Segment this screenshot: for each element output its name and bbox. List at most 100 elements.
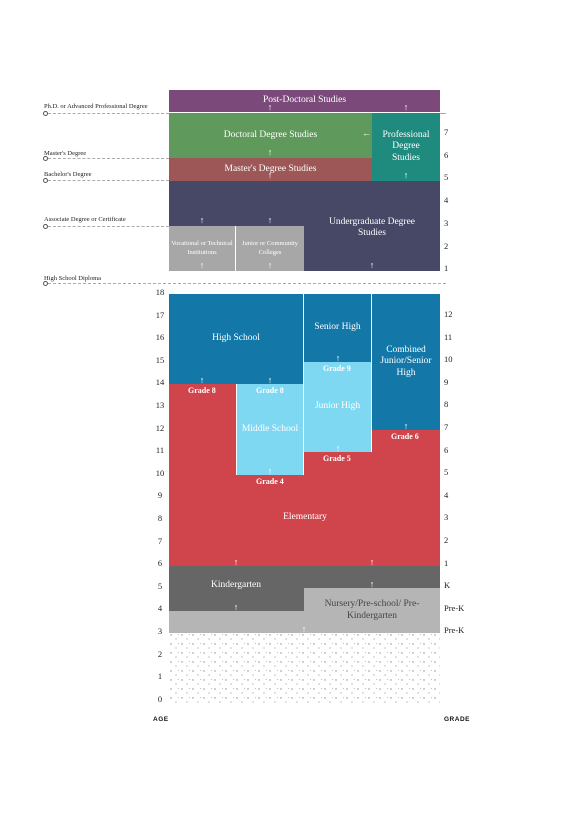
grade-tick-label: 4 (444, 195, 449, 205)
age-tick-label: 1 (157, 671, 163, 682)
block-nursery: Nursery/Pre-school/ Pre-Kindergarten (304, 588, 440, 633)
grade-tick-label: Pre-K (444, 625, 465, 636)
age-tick-label: 8 (157, 513, 163, 523)
level-line-highschool (48, 283, 446, 284)
arrow-up-icon: ↑ (199, 260, 205, 270)
grade-tick-label: 6 (444, 444, 449, 455)
arrow-up-icon: ↑ (199, 215, 205, 225)
grade-tag: Grade 4 (256, 477, 284, 486)
level-marker-masters (43, 156, 48, 161)
level-marker-associate (43, 224, 48, 229)
grade-tick-label: 2 (444, 535, 449, 545)
block-professional: Professional Degree Studies (372, 113, 440, 181)
grade-tick-label: 3 (444, 218, 449, 228)
block-senior-high: Senior High (304, 294, 372, 362)
level-line-phd (48, 113, 169, 114)
block-doctoral: Doctoral Degree Studies (169, 113, 372, 158)
block-post-doctoral: Post-Doctoral Studies (169, 90, 440, 112)
arrow-up-icon: ↑ (267, 215, 273, 225)
arrow-up-icon: ↑ (267, 170, 273, 180)
grade-tag: Grade 9 (323, 364, 351, 373)
grade-tick-label: K (444, 580, 451, 591)
grade-tick-label: 1 (444, 557, 449, 568)
level-line-bachelors (48, 180, 169, 181)
age-tick-label: 14 (155, 377, 165, 388)
grade-tick-label: 7 (444, 422, 449, 432)
level-marker-phd (43, 111, 48, 116)
age-axis-title: AGE (153, 716, 169, 723)
grade-tick-label: 5 (444, 172, 449, 182)
arrow-up-icon: ↑ (267, 466, 273, 476)
arrow-up-icon: ↑ (267, 102, 273, 112)
arrow-up-icon: ↑ (267, 260, 273, 270)
grade-axis-title: GRADE (444, 716, 470, 723)
grade-tag: Grade 6 (391, 432, 419, 441)
level-marker-bachelors (43, 178, 48, 183)
block-kindergarten (169, 566, 440, 588)
grade-tick-label: 1 (444, 263, 449, 273)
age-tick-label: 15 (155, 354, 165, 365)
grade-tick-label: 12 (444, 309, 453, 319)
age-tick-label: 3 (157, 626, 163, 636)
arrow-up-icon: ↑ (233, 602, 239, 612)
age-tick-label: 5 (157, 580, 163, 591)
level-line-masters (48, 158, 169, 159)
arrow-left-icon: ← (362, 128, 371, 138)
stipple-area (169, 633, 440, 705)
block-elementary-mid (236, 475, 304, 566)
age-tick-label: 10 (155, 467, 165, 478)
arrow-up-icon: ↑ (199, 375, 205, 385)
level-line-associate (48, 226, 169, 227)
grade-tag: Grade 8 (188, 386, 216, 395)
block-junior-college: Junior or Community Colleges (236, 226, 304, 271)
level-marker-highschool (43, 281, 48, 286)
kindergarten-label: Kindergarten (211, 580, 261, 591)
age-tick-label: 4 (157, 603, 163, 614)
level-line-phd-right (440, 113, 446, 114)
age-tick-label: 11 (155, 445, 165, 456)
age-tick-label: 13 (155, 400, 165, 410)
age-tick-label: 7 (157, 535, 163, 546)
undergraduate-label: Undergraduate Degree Studies (328, 216, 416, 238)
arrow-up-icon: ↑ (267, 147, 273, 157)
grade-tag: Grade 8 (256, 386, 284, 395)
grade-tick-label: 5 (444, 467, 449, 478)
grade-tick-label: 6 (444, 150, 449, 160)
arrow-up-icon: ↑ (233, 557, 239, 567)
arrow-up-icon: ↑ (267, 375, 273, 385)
level-label-bachelors: Bachelor's Degree (44, 171, 92, 178)
grade-tick-label: 9 (444, 376, 449, 387)
grade-tick-label: 10 (444, 354, 453, 365)
age-tick-label: 18 (155, 287, 165, 297)
block-middle-school: Middle School (236, 384, 304, 475)
grade-tick-label: 2 (444, 241, 449, 251)
age-tick-label: 12 (155, 422, 165, 433)
age-tick-label: 9 (157, 490, 163, 501)
level-label-highschool: High School Diploma (44, 275, 102, 282)
arrow-up-icon: ↑ (369, 557, 375, 567)
arrow-up-icon: ↑ (369, 260, 375, 270)
block-elementary-right1 (304, 452, 372, 566)
level-label-masters: Master's Degree (44, 150, 87, 157)
grade-tag: Grade 5 (323, 454, 351, 463)
grade-tick-label: 4 (444, 489, 449, 500)
age-tick-label: 16 (155, 332, 165, 343)
arrow-up-icon: ↑ (403, 102, 409, 112)
grade-tick-label: 7 (444, 127, 449, 137)
block-vocational: Vocational or Technical Institutions (169, 226, 236, 271)
elementary-label: Elementary (283, 512, 327, 523)
block-kindergarten-left (169, 588, 304, 611)
level-label-phd: Ph.D. or Advanced Professional Degree (44, 103, 148, 110)
arrow-up-icon: ↑ (403, 170, 409, 180)
arrow-up-icon: ↑ (301, 624, 307, 634)
block-combined-high: Combined Junior/Senior High (372, 294, 440, 430)
grade-tick-label: 3 (444, 512, 449, 523)
block-high-school: High School (169, 294, 304, 384)
block-elementary-left (169, 384, 236, 566)
grade-tick-label: 8 (444, 399, 449, 410)
arrow-up-icon: ↑ (335, 353, 341, 363)
block-nursery-left (169, 611, 304, 633)
block-elementary-right2 (372, 430, 440, 566)
grade-tick-label: Pre-K (444, 602, 465, 613)
age-tick-label: 6 (157, 558, 163, 569)
